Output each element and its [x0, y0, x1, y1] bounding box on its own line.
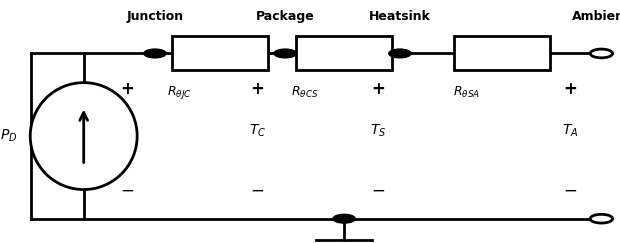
Bar — [172, 36, 268, 70]
Text: +: + — [564, 80, 577, 98]
Circle shape — [274, 49, 296, 58]
Circle shape — [333, 214, 355, 223]
Text: $R_{\theta CS}$: $R_{\theta CS}$ — [291, 85, 319, 100]
Text: $-$: $-$ — [371, 181, 385, 199]
Text: +: + — [250, 80, 264, 98]
Text: $P_D$: $P_D$ — [1, 128, 18, 144]
Text: $R_{\theta SA}$: $R_{\theta SA}$ — [453, 85, 480, 100]
Text: $T_C$: $T_C$ — [249, 123, 266, 139]
Text: Junction: Junction — [126, 10, 184, 23]
Bar — [296, 36, 392, 70]
Ellipse shape — [30, 83, 137, 190]
Bar — [454, 36, 551, 70]
Text: $-$: $-$ — [564, 181, 577, 199]
Text: $T_A$: $T_A$ — [562, 123, 578, 139]
Text: +: + — [120, 80, 134, 98]
Text: $-$: $-$ — [250, 181, 264, 199]
Circle shape — [590, 49, 613, 58]
Text: Package: Package — [256, 10, 314, 23]
Text: Ambient: Ambient — [572, 10, 620, 23]
Text: $R_{\theta JC}$: $R_{\theta JC}$ — [167, 84, 192, 101]
Text: $T_J$: $T_J$ — [120, 122, 134, 140]
Text: $T_S$: $T_S$ — [370, 123, 386, 139]
Text: Heatsink: Heatsink — [369, 10, 431, 23]
Circle shape — [590, 214, 613, 223]
Text: $-$: $-$ — [120, 181, 134, 199]
Circle shape — [144, 49, 166, 58]
Text: +: + — [371, 80, 385, 98]
Circle shape — [389, 49, 411, 58]
